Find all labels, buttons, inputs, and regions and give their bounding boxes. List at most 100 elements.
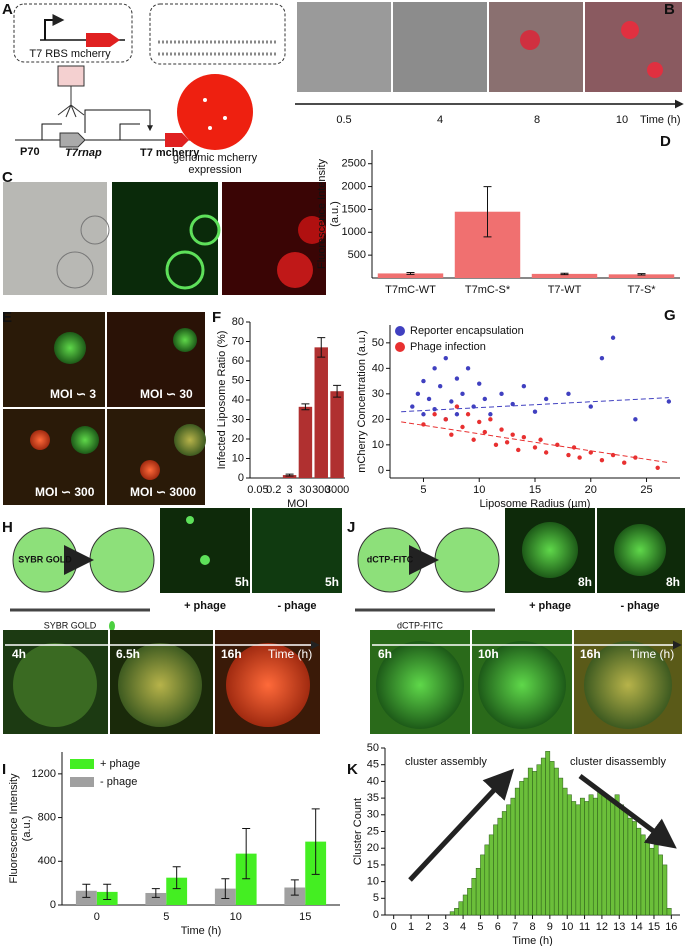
membrane <box>158 40 278 56</box>
point <box>432 366 437 371</box>
y-tick-label: 35 <box>367 792 379 804</box>
micrograph <box>160 508 250 593</box>
x-tick-label: 2 <box>425 921 431 933</box>
panel-label: H <box>2 519 13 536</box>
point <box>454 376 460 381</box>
point <box>622 460 627 465</box>
phage-tail <box>57 86 85 118</box>
time-label: 5h <box>235 575 249 589</box>
point <box>599 355 605 361</box>
trend-line <box>401 397 669 413</box>
y-tick-label: 50 <box>367 742 379 754</box>
y-tick-label: 0 <box>378 464 384 476</box>
panel-label: G <box>664 307 676 324</box>
panel-label: B <box>664 1 675 18</box>
liposome <box>298 216 326 244</box>
point <box>471 437 476 442</box>
bar <box>145 892 167 905</box>
liposome <box>478 641 566 729</box>
annotation: cluster assembly <box>405 756 487 768</box>
bar <box>623 811 629 916</box>
annotation: cluster disassembly <box>570 756 666 768</box>
panel-c <box>3 182 326 295</box>
bar <box>584 801 590 916</box>
gene <box>86 33 120 47</box>
micrograph <box>3 312 105 407</box>
x-tick-label: 8 <box>529 921 535 933</box>
bar <box>653 844 659 916</box>
y-tick-label: 50 <box>372 337 384 349</box>
bar <box>284 887 306 905</box>
time-label: 4h <box>12 647 26 661</box>
point <box>521 435 527 440</box>
liposome <box>13 643 97 727</box>
y-tick-label: 800 <box>38 811 56 823</box>
bar <box>636 827 642 916</box>
bar <box>588 794 594 916</box>
liposome <box>30 430 50 450</box>
bar <box>566 794 572 916</box>
gene-mcherry <box>165 133 189 147</box>
legend-swatch <box>70 777 94 787</box>
liposome <box>71 426 99 454</box>
liposome <box>177 74 253 150</box>
x-tick-label: 0 <box>94 911 100 923</box>
x-tick-label: 6 <box>495 921 501 933</box>
y-tick-label: 10 <box>367 876 379 888</box>
micrograph <box>3 409 105 505</box>
time-label: 8h <box>578 575 592 589</box>
legend-marker <box>395 342 405 352</box>
axis-label: Time (h) <box>640 114 681 126</box>
error-bar <box>637 273 646 276</box>
error-bar <box>242 828 251 880</box>
bar <box>475 867 481 916</box>
time-label: 6h <box>378 647 392 661</box>
x-tick-label: 10 <box>230 911 242 923</box>
moi-label: MOI ∽ 300 <box>35 485 95 499</box>
gene-rnap <box>59 132 86 148</box>
bar <box>458 901 464 916</box>
x-axis-label: Time (h) <box>512 935 553 946</box>
panel-e: MOI ∽ 3 MOI ∽ 30 MOI ∽ 300 MOI ∽ 3000 <box>3 312 206 505</box>
bar <box>462 894 468 916</box>
error-bar <box>317 337 326 358</box>
x-tick-label: 0.2 <box>266 484 281 496</box>
time-label: 6.5h <box>116 647 140 661</box>
axis-label: Time (h) <box>630 647 674 661</box>
y-tick-label: 40 <box>372 362 384 374</box>
y-tick-label: 50 <box>232 374 244 386</box>
x-tick-label: 30 <box>299 484 311 496</box>
point <box>454 404 460 409</box>
time-label: 5h <box>325 575 339 589</box>
time-label: 16h <box>221 647 242 661</box>
point <box>555 442 560 448</box>
bar <box>75 890 97 905</box>
bar <box>562 787 568 916</box>
time-label: 0.5 <box>336 114 351 126</box>
y-tick-label: 40 <box>232 394 244 406</box>
y-tick-label: 30 <box>372 388 384 400</box>
bar <box>501 811 507 916</box>
legend-label: Phage infection <box>410 341 486 353</box>
error-bar <box>301 403 310 411</box>
bar <box>575 804 581 916</box>
y-tick-label: 40 <box>367 775 379 787</box>
bar <box>488 834 494 916</box>
x-tick-label: T7-S* <box>627 284 656 296</box>
point <box>666 399 672 404</box>
point <box>610 452 616 458</box>
liposome <box>621 21 639 39</box>
promoter-label: P70 <box>20 146 40 158</box>
x-tick-label: 5 <box>477 921 483 933</box>
error-bar <box>82 883 91 898</box>
bar <box>454 908 460 916</box>
error-bar <box>285 473 294 477</box>
point <box>432 406 437 412</box>
panel-labels: A B C D E F G H I J K <box>2 1 676 778</box>
y-axis-label: mCherry Concentration (a.u.) <box>356 330 368 472</box>
point <box>504 440 510 445</box>
point <box>566 452 571 458</box>
time-label: 16h <box>580 647 601 661</box>
point <box>415 391 421 397</box>
